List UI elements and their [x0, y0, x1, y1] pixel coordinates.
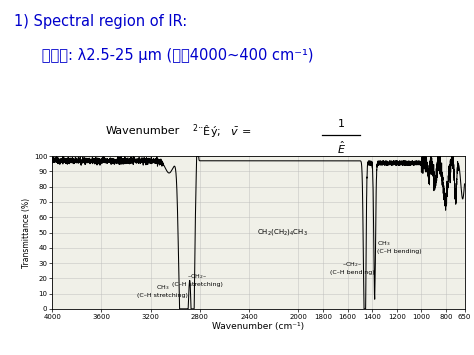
- Text: 1: 1: [338, 119, 345, 129]
- Text: 中红外: λ2.5-25 μm (波敗4000~400 cm⁻¹): 中红外: λ2.5-25 μm (波敗4000~400 cm⁻¹): [14, 48, 314, 64]
- X-axis label: Wavenumber (cm⁻¹): Wavenumber (cm⁻¹): [212, 322, 304, 332]
- Text: –CH$_2$–
(C–H bending): –CH$_2$– (C–H bending): [329, 260, 374, 275]
- Text: CH$_3$
(C–H bending): CH$_3$ (C–H bending): [377, 239, 422, 254]
- Text: CH$_2$(CH$_2$)$_4$CH$_3$: CH$_2$(CH$_2$)$_4$CH$_3$: [257, 227, 308, 237]
- Text: –CH$_2$–
(C–H stretching): –CH$_2$– (C–H stretching): [172, 272, 223, 288]
- Text: Wavenumber: Wavenumber: [106, 126, 180, 136]
- Text: $^2$¨Êý;   $\bar{v}$ =: $^2$¨Êý; $\bar{v}$ =: [185, 122, 252, 141]
- Y-axis label: Transmittance (%): Transmittance (%): [22, 197, 31, 268]
- Text: $\hat{E}$: $\hat{E}$: [337, 139, 346, 155]
- Text: 1) Spectral region of IR:: 1) Spectral region of IR:: [14, 14, 188, 29]
- Text: CH$_3$
(C–H stretching): CH$_3$ (C–H stretching): [137, 283, 188, 298]
